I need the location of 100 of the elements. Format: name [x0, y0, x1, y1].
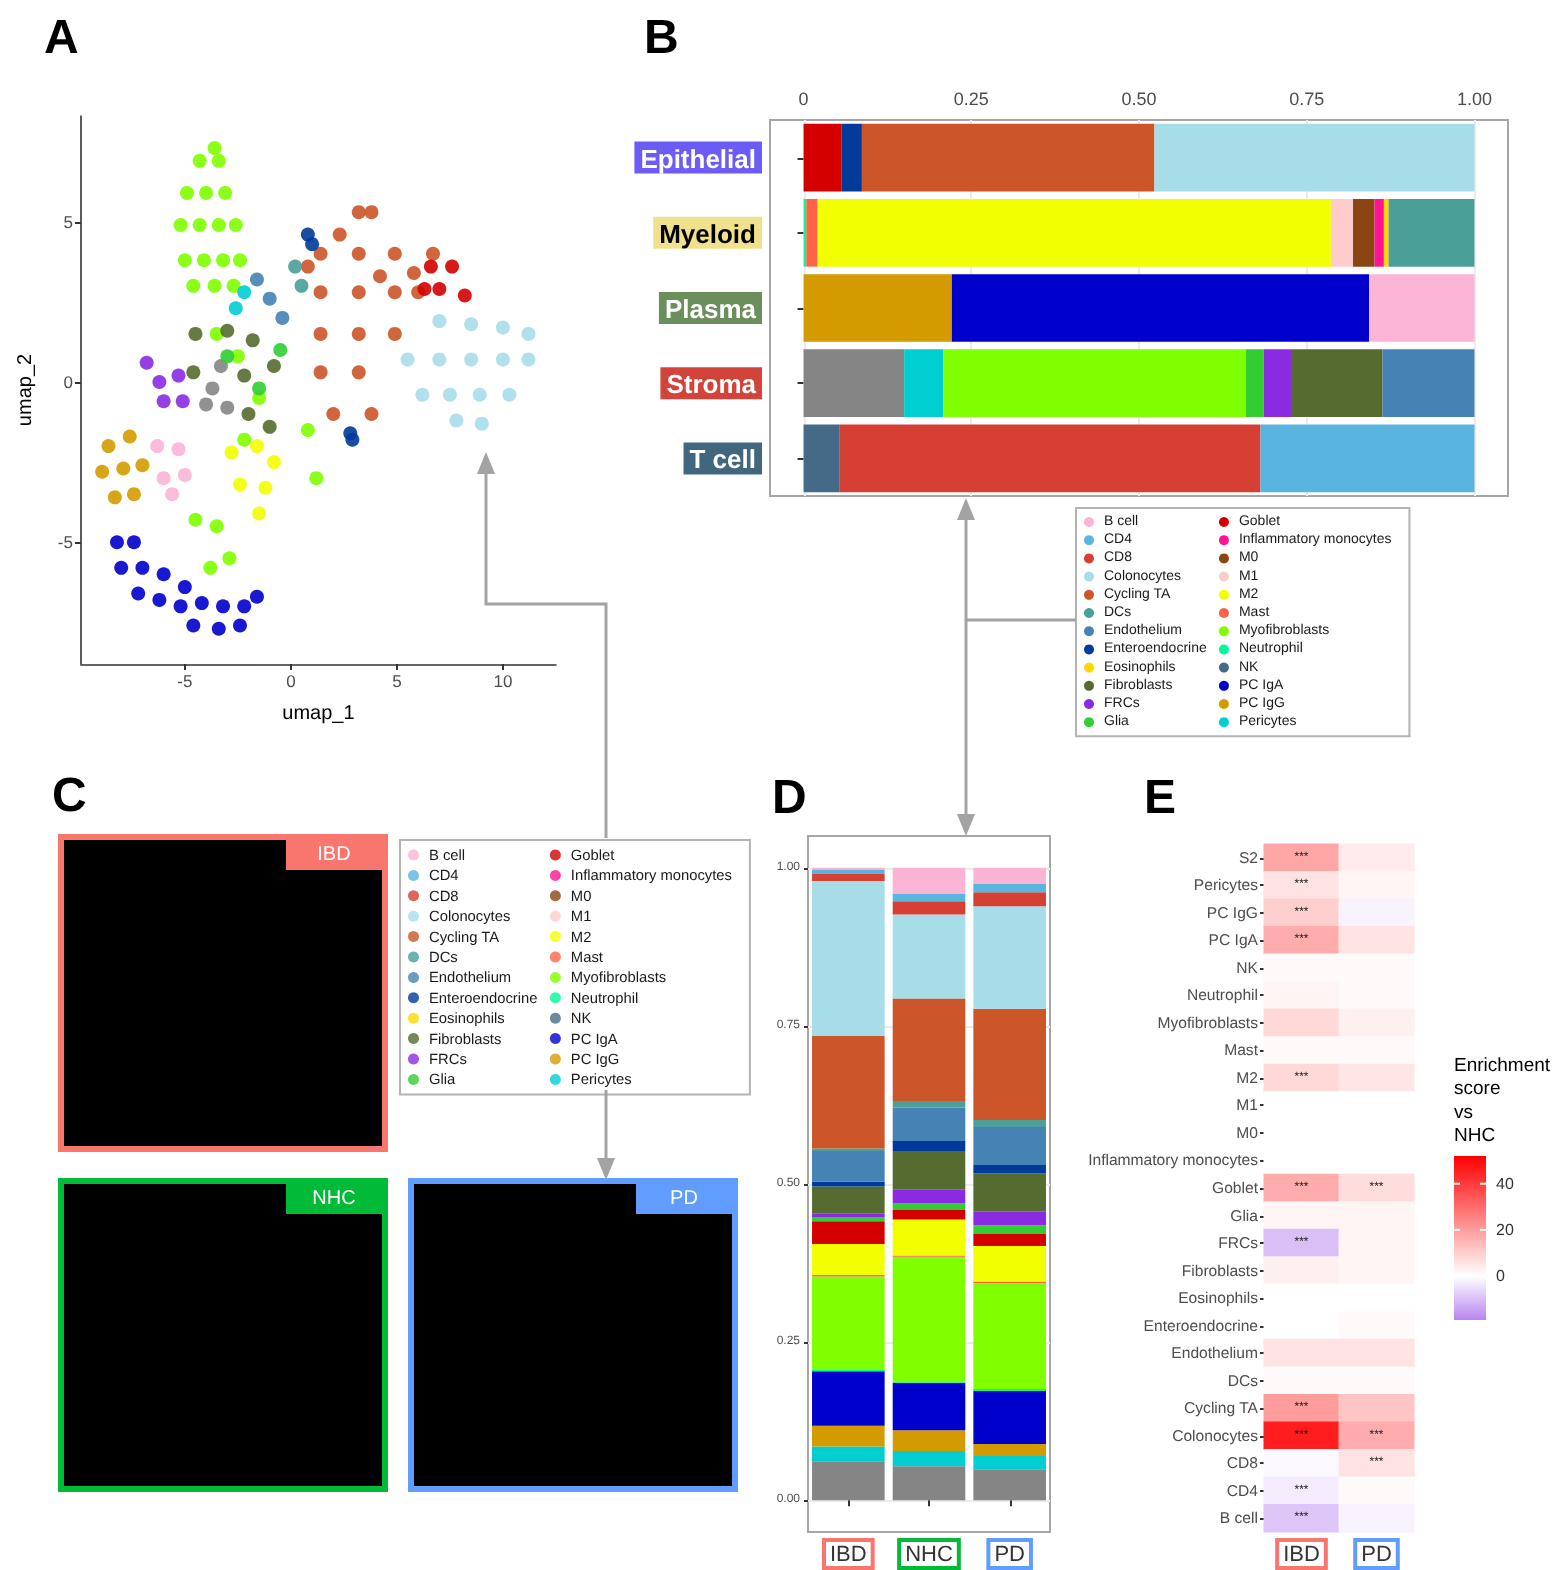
- point: [135, 560, 150, 575]
- bar: [812, 1221, 885, 1245]
- point: [188, 326, 203, 341]
- point: [203, 560, 218, 575]
- text: NHC: [286, 1184, 382, 1214]
- point: [442, 387, 457, 402]
- chart-title: A: [44, 11, 79, 65]
- point: [199, 185, 214, 200]
- point: [186, 365, 201, 380]
- x-tick-label: 10: [493, 671, 513, 691]
- point: [372, 269, 387, 284]
- point: [228, 301, 243, 316]
- bar: [973, 1444, 1046, 1457]
- point: [179, 185, 194, 200]
- color-bar-title: Enrichment score vs NHC: [1454, 1055, 1551, 1148]
- point: [464, 352, 479, 367]
- point: [472, 387, 487, 402]
- point: [222, 551, 237, 566]
- bar: [812, 880, 885, 1036]
- point: [237, 285, 252, 300]
- point: [300, 259, 315, 274]
- y-tick-label: 0: [63, 371, 74, 392]
- point: [332, 227, 347, 242]
- point: [126, 487, 141, 502]
- point: [233, 618, 247, 633]
- point: [101, 439, 116, 454]
- point: [218, 185, 233, 200]
- bar: [812, 1446, 885, 1462]
- point: [432, 282, 447, 297]
- x-tick-label: PD: [994, 1543, 1026, 1567]
- point: [351, 285, 366, 300]
- point: [188, 512, 203, 527]
- point: [364, 407, 379, 422]
- bar: [892, 1209, 966, 1220]
- y-tick-label: T cell: [689, 444, 756, 475]
- point: [95, 464, 110, 479]
- text: IBD: [286, 840, 382, 870]
- bar: [973, 906, 1046, 1009]
- color-bar-label: 20: [1496, 1220, 1515, 1239]
- point: [196, 253, 211, 268]
- point: [457, 288, 472, 303]
- x-tick-label: IBD: [829, 1543, 867, 1567]
- point: [249, 589, 264, 604]
- x-tick-label: -5: [177, 671, 193, 691]
- point: [502, 387, 517, 402]
- point: [194, 596, 209, 611]
- point: [233, 477, 247, 492]
- point: [173, 217, 188, 232]
- bar: [892, 1466, 966, 1501]
- color-bar-label: 40: [1496, 1174, 1515, 1193]
- point: [152, 592, 167, 607]
- bar: [812, 1244, 885, 1276]
- point: [495, 352, 510, 367]
- point: [109, 535, 124, 550]
- bar: [812, 873, 885, 881]
- point: [423, 259, 438, 274]
- bar: [892, 867, 966, 894]
- bar: [973, 1165, 1046, 1174]
- bar: [812, 1181, 885, 1187]
- point: [252, 506, 267, 521]
- point: [114, 560, 129, 575]
- point: [351, 365, 366, 380]
- y-tick-label: Myeloid: [659, 218, 757, 249]
- point: [122, 429, 137, 444]
- bar: [973, 1390, 1046, 1445]
- point: [228, 217, 243, 232]
- point: [294, 278, 309, 293]
- point: [249, 272, 264, 287]
- y-tick-label: Epithelial: [640, 143, 756, 174]
- point: [417, 282, 432, 297]
- point: [351, 246, 366, 261]
- point: [207, 141, 222, 156]
- bar: [973, 1246, 1046, 1282]
- point: [262, 419, 277, 434]
- x-tick-label: 1.00: [1456, 89, 1492, 109]
- bar: [973, 1283, 1046, 1389]
- bar: [812, 1461, 885, 1501]
- point: [313, 365, 328, 380]
- bar: [892, 1219, 966, 1256]
- point: [387, 246, 402, 261]
- bar: [973, 1211, 1046, 1226]
- bar: [973, 892, 1046, 907]
- point: [313, 246, 328, 261]
- bar: [892, 1256, 966, 1382]
- bar: [812, 1371, 885, 1426]
- point: [207, 278, 222, 293]
- x-axis-title: umap_1: [282, 703, 356, 725]
- point: [220, 323, 235, 338]
- bar: [973, 1127, 1046, 1166]
- point: [171, 442, 186, 457]
- point: [205, 381, 220, 396]
- point: [449, 413, 464, 428]
- point: [216, 599, 231, 614]
- point: [171, 368, 186, 383]
- point: [464, 317, 479, 332]
- point: [177, 467, 192, 482]
- bar: [812, 1186, 885, 1214]
- point: [211, 621, 226, 636]
- point: [186, 618, 201, 633]
- bar: [892, 1382, 966, 1431]
